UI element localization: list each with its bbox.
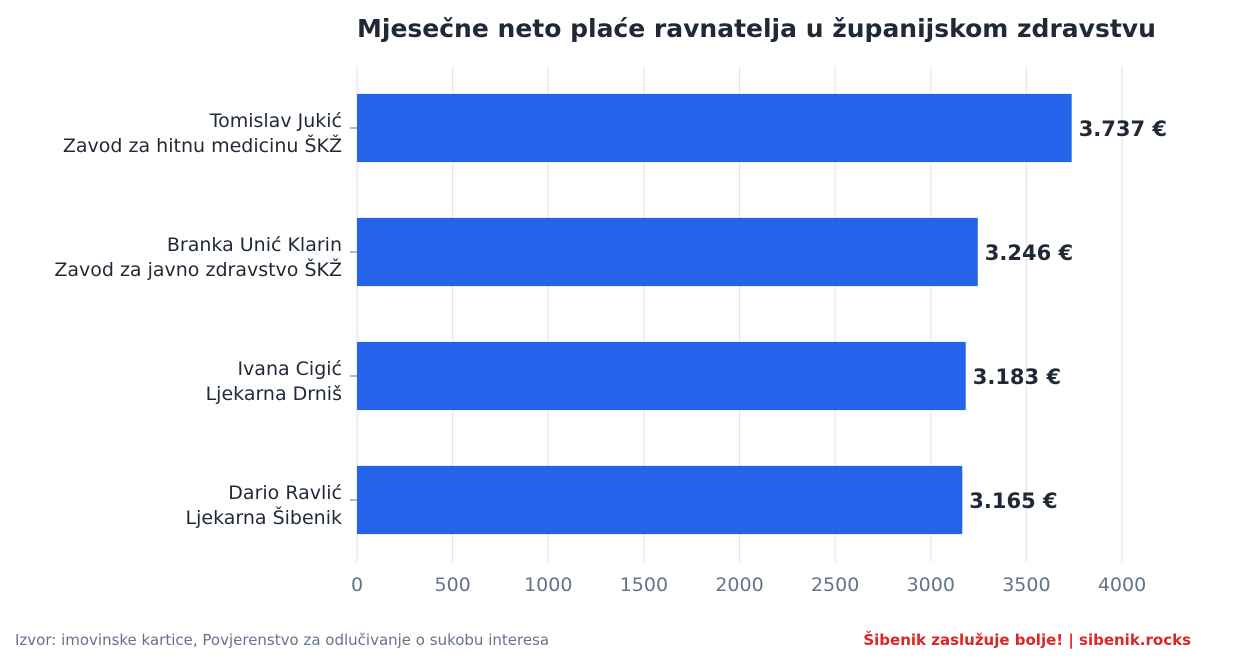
x-tick-label: 3500 — [1002, 574, 1050, 596]
x-tick-label: 0 — [351, 574, 363, 596]
labels: 0 500 1000 1500 2000 2500 3000 3500 4000 3.737 € T… — [54, 110, 1167, 596]
brand-note: Šibenik zaslužuje bolje! | sibenik.rocks — [863, 631, 1191, 649]
bar-value-label: 3.737 € — [1079, 117, 1167, 141]
x-tick-label: 1000 — [524, 574, 572, 596]
bars — [350, 93, 1072, 535]
category-name-label: Ivana Cigić — [237, 358, 342, 380]
category-org-label: Ljekarna Šibenik — [186, 505, 342, 529]
x-tick-label: 4000 — [1098, 574, 1146, 596]
category-org-label: Zavod za hitnu medicinu ŠKŽ — [63, 133, 342, 157]
category-org-label: Zavod za javno zdravstvo ŠKŽ — [54, 257, 342, 281]
category-org-label: Ljekarna Drniš — [206, 383, 342, 405]
bar-chart: Mjesečne neto plaće ravnatelja u županij… — [54, 14, 1167, 596]
bar-value-label: 3.246 € — [985, 241, 1073, 265]
source-note: Izvor: imovinske kartice, Povjerenstvo z… — [15, 631, 550, 649]
x-tick-label: 2000 — [715, 574, 763, 596]
category-name-label: Dario Ravlić — [228, 482, 342, 504]
x-tick-label: 1500 — [620, 574, 668, 596]
bar-value-label: 3.183 € — [973, 365, 1061, 389]
x-tick-label: 2500 — [811, 574, 859, 596]
x-tick-label: 3000 — [907, 574, 955, 596]
bar — [357, 217, 978, 287]
bar — [357, 465, 963, 535]
chart-title: Mjesečne neto plaće ravnatelja u županij… — [357, 14, 1156, 43]
category-name-label: Branka Unić Klarin — [167, 234, 342, 256]
category-name-label: Tomislav Jukić — [209, 110, 342, 132]
x-tick-label: 500 — [434, 574, 470, 596]
bar-value-label: 3.165 € — [969, 489, 1057, 513]
bar — [357, 341, 966, 411]
bar — [357, 93, 1072, 163]
